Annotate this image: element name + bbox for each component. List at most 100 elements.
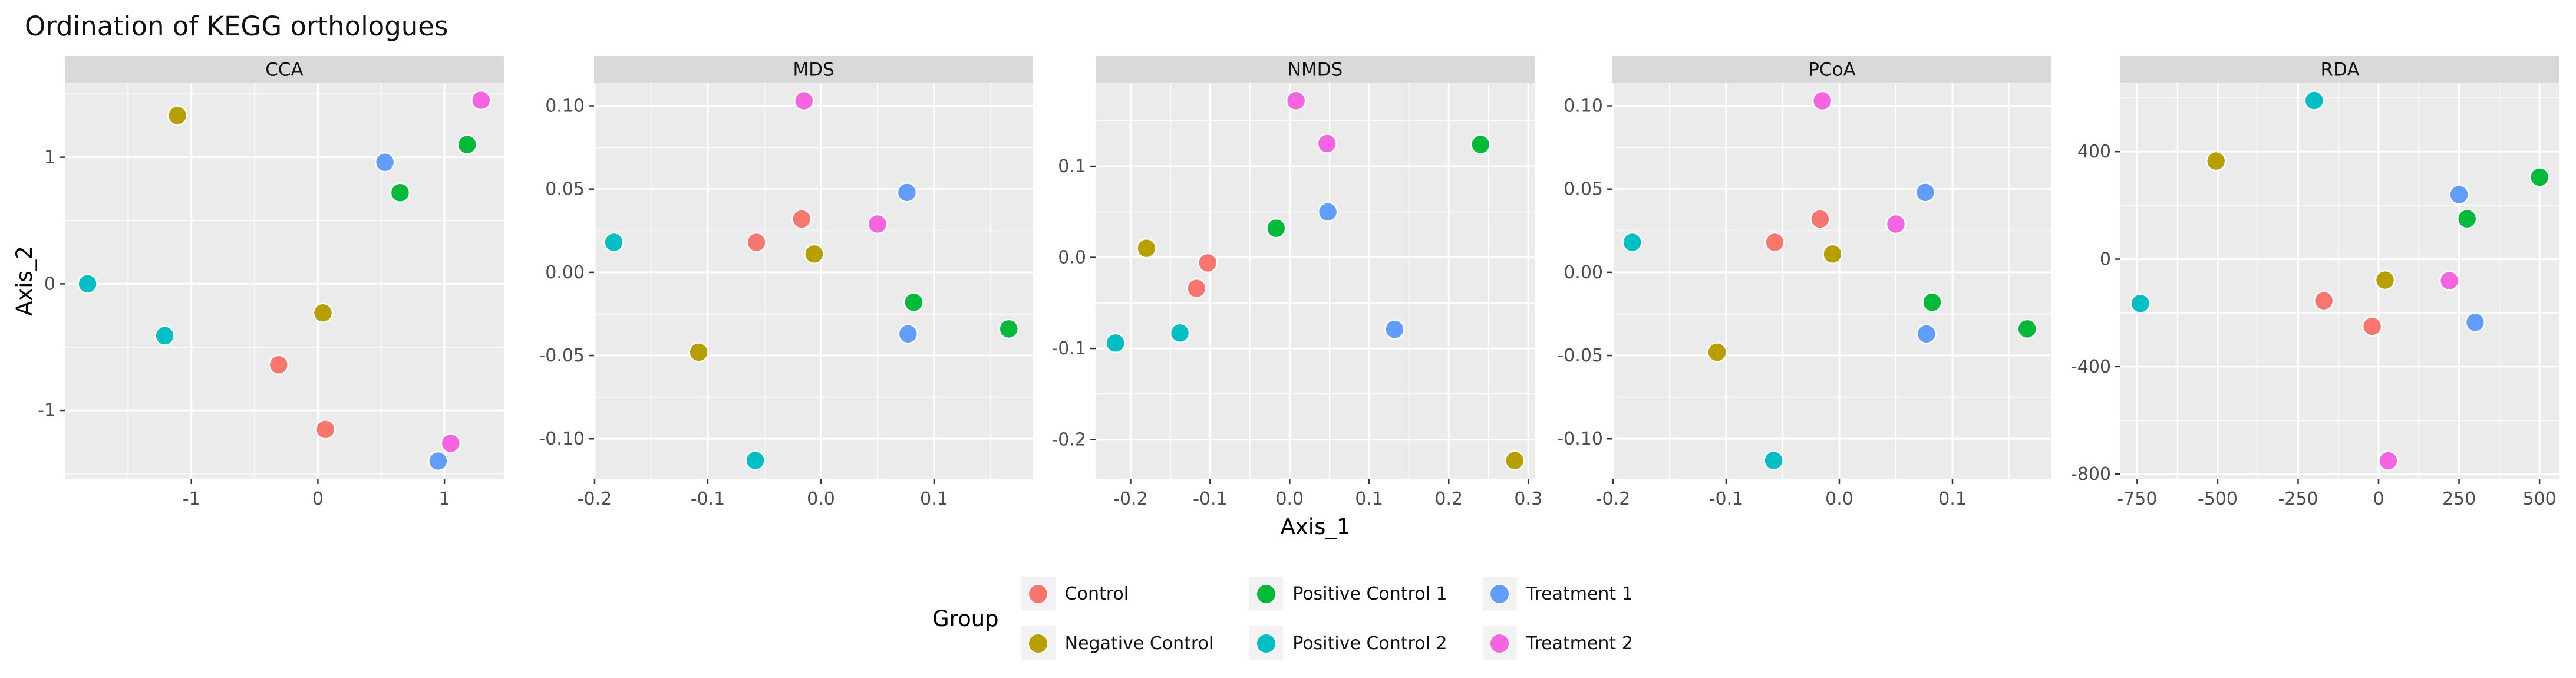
x-tick-label: -0.2 (1113, 489, 1148, 509)
x-tick-label: -0.2 (578, 489, 612, 509)
point-treatment-2 (440, 433, 461, 454)
point-control (315, 419, 336, 440)
x-tick-label: 0.2 (1434, 489, 1463, 509)
x-axis-title: Axis_1 (1280, 514, 1351, 539)
x-tick-label: 0 (2373, 489, 2384, 509)
point-negative-control (1505, 450, 1525, 471)
legend-label: Positive Control 2 (1292, 633, 1447, 654)
legend-item-treatment-1: Treatment 1 (1482, 577, 1633, 611)
panel-PCoA (1612, 83, 2051, 479)
point-positive-control-1 (390, 182, 411, 203)
point-treatment-2 (1285, 90, 1307, 111)
point-negative-control (2374, 269, 2396, 291)
point-treatment-1 (1915, 182, 1936, 203)
point-treatment-1 (374, 152, 395, 173)
legend-item-control: Control (1021, 577, 1214, 611)
legend-label: Treatment 1 (1526, 583, 1633, 604)
legend-key (1482, 626, 1517, 660)
y-tick-label: -0.2 (1051, 430, 1086, 450)
y-tick-label: -1 (38, 400, 55, 421)
point-control (1186, 278, 1207, 299)
x-tick-label: 0.0 (807, 489, 835, 509)
y-tick-label: -0.10 (539, 429, 585, 449)
x-tick-label: 0.0 (1275, 489, 1304, 509)
point-treatment-1 (2449, 184, 2469, 205)
point-treatment-2 (867, 213, 888, 235)
point-negative-control (1707, 342, 1727, 363)
point-positive-control-1 (1266, 218, 1287, 239)
facet-strip-MDS (594, 56, 1033, 83)
x-tick-label: 1 (439, 489, 450, 509)
legend-dot-icon (1489, 583, 1510, 604)
facet-strip-label: PCoA (1808, 60, 1856, 81)
x-tick-label: 0 (312, 489, 324, 509)
legend-label: Positive Control 1 (1292, 583, 1447, 604)
x-tick-label: -500 (2198, 489, 2238, 509)
legend-label: Treatment 2 (1526, 633, 1633, 654)
y-axis-title: Axis_2 (11, 245, 37, 316)
point-control (268, 354, 289, 376)
legend-label: Negative Control (1064, 633, 1214, 654)
panel-NMDS (1096, 83, 1535, 479)
y-tick-label: -0.05 (1557, 345, 1603, 366)
legend-dot-icon (1255, 633, 1277, 654)
point-treatment-2 (2439, 270, 2460, 291)
facet-strip-CCA (65, 56, 504, 83)
x-tick-label: 250 (2442, 489, 2476, 509)
legend-key (1021, 626, 1056, 660)
point-positive-control-2 (1105, 333, 1126, 354)
facet-MDS: MDS -0.2 -0.1 0.0 0.1 0.10 0.05 0.00 -0.05 -0.10 (539, 56, 1033, 509)
x-tick-label: -0.2 (1596, 489, 1631, 509)
facet-strip-PCoA (1612, 56, 2051, 83)
point-positive-control-2 (77, 274, 98, 294)
facet-RDA: RDA -750 -500 -250 0 250 500 400 0 -400 -800 (2071, 56, 2559, 509)
y-tick-label: 0 (2100, 249, 2111, 270)
point-positive-control-2 (1622, 232, 1642, 253)
y-tick-label: 0.05 (545, 179, 585, 200)
x-tick-label: 0.1 (1938, 489, 1967, 509)
point-control (746, 232, 767, 253)
x-tick-label: 0.1 (1355, 489, 1383, 509)
y-tick-label: 0 (44, 274, 55, 294)
x-tick-label: -0.1 (691, 489, 725, 509)
point-treatment-1 (896, 182, 918, 203)
legend-key (1249, 626, 1284, 660)
facet-strip-label: MDS (793, 60, 834, 81)
point-control (1764, 232, 1785, 253)
chart-title: Ordination of KEGG orthologues (25, 11, 448, 42)
point-treatment-2 (2378, 450, 2399, 471)
point-treatment-2 (471, 90, 492, 111)
point-treatment-2 (1317, 133, 1337, 154)
point-positive-control-2 (154, 325, 175, 346)
facet-CCA: CCA -1 0 1 1 0 -1 (38, 56, 504, 509)
legend-dot-icon (1028, 633, 1049, 654)
x-tick-label: 0.3 (1514, 489, 1542, 509)
point-positive-control-1 (1470, 134, 1491, 155)
point-negative-control (688, 342, 709, 363)
point-positive-control-2 (1169, 322, 1190, 344)
point-control (2313, 290, 2334, 311)
legend-key (1482, 577, 1517, 611)
legend-item-negative-control: Negative Control (1021, 626, 1214, 660)
y-tick-label: 0.00 (545, 262, 585, 283)
x-tick-label: -750 (2117, 489, 2157, 509)
y-tick-label: 400 (2077, 141, 2111, 162)
y-tick-label: 0.1 (1058, 156, 1086, 177)
legend-dot-icon (1255, 583, 1277, 604)
y-tick-label: -0.1 (1051, 338, 1086, 359)
x-tick-label: -0.1 (1193, 489, 1228, 509)
facet-PCoA: PCoA -0.2 -0.1 0.0 0.1 0.10 0.05 0.00 -0.05 -0.10 (1557, 56, 2051, 509)
legend-label: Control (1064, 583, 1129, 604)
point-positive-control-2 (1763, 450, 1784, 471)
point-negative-control (1822, 243, 1843, 265)
y-tick-label: 0.10 (1564, 96, 1603, 117)
y-tick-label: 1 (44, 147, 55, 168)
point-treatment-2 (1885, 213, 1907, 235)
point-negative-control (167, 105, 188, 126)
y-tick-label: -0.10 (1557, 429, 1603, 449)
point-positive-control-1 (2017, 318, 2037, 340)
facet-NMDS: NMDS -0.2 -0.1 0.0 0.1 0.2 0.3 0.1 0.0 -0.1 -0.2 (1051, 56, 1542, 509)
legend-key (1249, 577, 1284, 611)
point-treatment-1 (2465, 312, 2486, 333)
